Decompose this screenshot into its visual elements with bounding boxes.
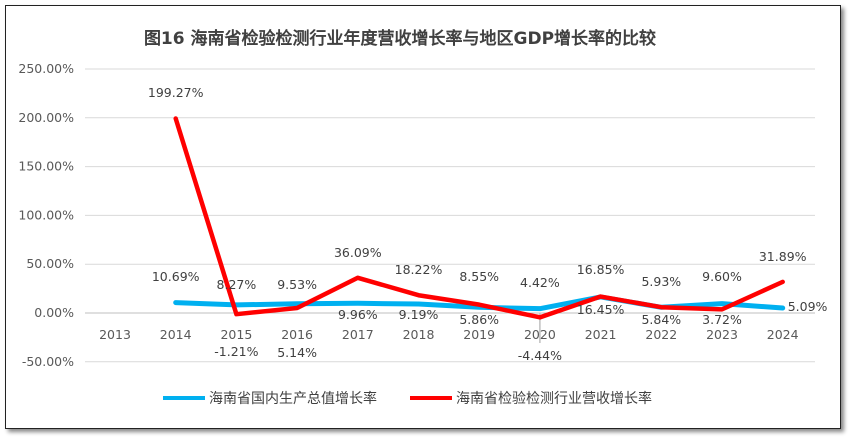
x-tick-label: 2017 — [342, 327, 374, 342]
x-tick-label: 2013 — [99, 327, 131, 342]
data-label: 5.14% — [277, 345, 317, 360]
data-label: -1.21% — [214, 344, 258, 359]
data-point — [478, 304, 480, 306]
x-tick-label: 2014 — [160, 327, 192, 342]
chart-frame — [5, 5, 841, 429]
data-label: 4.42% — [520, 275, 560, 290]
data-label: -4.44% — [518, 348, 562, 363]
x-tick-label: 2020 — [524, 327, 556, 342]
data-label: 9.53% — [277, 277, 317, 292]
data-label: 5.86% — [459, 312, 499, 327]
data-label: 5.93% — [641, 274, 681, 289]
data-point — [721, 303, 723, 305]
legend-label-gdp: 海南省国内生产总值增长率 — [209, 390, 377, 407]
data-label: 9.96% — [338, 307, 378, 322]
data-point — [539, 316, 541, 318]
data-label: 16.45% — [577, 302, 625, 317]
data-label: 3.72% — [702, 312, 742, 327]
data-label: 8.55% — [459, 269, 499, 284]
data-label: 18.22% — [395, 262, 443, 277]
data-point — [235, 313, 237, 315]
chart-title: 图16 海南省检验检测行业年度营收增长率与地区GDP增长率的比较 — [144, 28, 656, 49]
data-point — [175, 118, 177, 120]
data-point — [296, 307, 298, 309]
data-label: 31.89% — [759, 249, 807, 264]
data-label: 199.27% — [148, 85, 204, 100]
x-tick-label: 2023 — [706, 327, 738, 342]
data-point — [418, 294, 419, 296]
data-point — [721, 308, 723, 310]
data-label: 5.09% — [788, 299, 828, 314]
data-label: 16.85% — [577, 262, 625, 277]
legend-label-revenue: 海南省检验检测行业营收增长率 — [456, 390, 652, 407]
y-tick-label: -50.00% — [22, 354, 74, 369]
data-point — [235, 304, 237, 306]
x-tick-label: 2024 — [767, 327, 799, 342]
series-line-1 — [173, 116, 785, 320]
data-point — [539, 308, 541, 310]
y-tick-label: 100.00% — [18, 207, 74, 222]
x-tick-label: 2018 — [403, 327, 435, 342]
data-point — [782, 307, 784, 309]
data-label: 10.69% — [152, 269, 200, 284]
x-tick-label: 2016 — [281, 327, 313, 342]
data-label: 9.60% — [702, 269, 742, 284]
data-label: 8.27% — [217, 277, 257, 292]
data-point — [296, 303, 298, 305]
y-tick-label: 250.00% — [18, 61, 74, 76]
y-tick-label: 150.00% — [18, 159, 74, 174]
data-point — [478, 306, 480, 308]
x-tick-label: 2015 — [220, 327, 252, 342]
data-point — [357, 302, 359, 304]
data-point — [660, 306, 662, 308]
y-tick-label: 50.00% — [26, 256, 74, 271]
data-point — [418, 303, 419, 305]
data-point — [600, 296, 602, 298]
x-tick-label: 2021 — [585, 327, 617, 342]
data-point — [357, 277, 359, 279]
y-tick-label: 200.00% — [18, 110, 74, 125]
y-tick-label: 0.00% — [34, 305, 74, 320]
x-tick-label: 2022 — [645, 327, 677, 342]
data-point — [175, 302, 177, 304]
data-label: 9.19% — [399, 307, 439, 322]
data-label: 5.84% — [641, 312, 681, 327]
data-label: 36.09% — [334, 245, 382, 260]
data-point — [782, 281, 784, 283]
x-tick-label: 2019 — [463, 327, 495, 342]
